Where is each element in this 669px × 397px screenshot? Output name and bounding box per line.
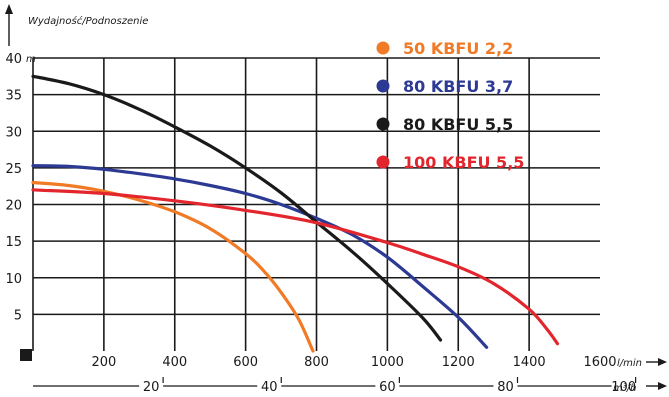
x-tick-label: 400 — [162, 355, 187, 370]
tick-labels: 5 10 15 20 25 30 35 40 m 200 400 600 800 1000 1200 1400… — [5, 52, 642, 395]
series-line-1 — [31, 180, 315, 353]
x-unit-label: l/min — [617, 358, 642, 369]
x2-axis-arrow-icon — [658, 382, 667, 390]
x-tick-label: 800 — [304, 355, 329, 370]
legend-marker-4 — [376, 155, 390, 169]
y-unit-label: m — [26, 54, 36, 65]
series-line-2 — [31, 164, 489, 349]
y-tick-label: 40 — [5, 52, 22, 67]
x-tick-label: 1400 — [513, 355, 546, 370]
legend-marker-2 — [376, 79, 390, 93]
x-tick-label: 200 — [91, 355, 116, 370]
legend-label-4: 100 KBFU 5,5 — [403, 153, 524, 172]
x-tick-label: 1600 — [583, 355, 616, 370]
x2-tick-label: 40 — [261, 380, 278, 395]
x-tick-label: 600 — [233, 355, 258, 370]
legend-marker-1 — [376, 41, 390, 55]
y-tick-label: 30 — [5, 125, 22, 140]
legend-label-1: 50 KBFU 2,2 — [403, 39, 513, 58]
grid — [32, 57, 600, 351]
y-tick-label: 35 — [5, 89, 22, 104]
origin-square-icon — [20, 349, 32, 361]
x2-tick-label: 20 — [143, 380, 160, 395]
series-line-4 — [31, 188, 560, 346]
x2-tick-label: 100 — [611, 380, 636, 395]
x2-tick-label: 60 — [379, 380, 396, 395]
x-tick-label: 1000 — [371, 355, 404, 370]
y-axis-title: Wydajność/Podnoszenie — [28, 15, 148, 27]
x2-unit-label: m³/h — [613, 383, 636, 394]
y-tick-label: 15 — [5, 235, 22, 250]
legend-label-3: 80 KBFU 5,5 — [403, 115, 513, 134]
x2-tick-label: 80 — [497, 380, 514, 395]
x-axis-arrow-icon — [658, 358, 667, 366]
y-axis-arrow-icon — [5, 4, 13, 14]
curves — [31, 74, 560, 353]
axes — [5, 4, 667, 390]
legend: 50 KBFU 2,2 80 KBFU 3,7 80 KBFU 5,5 100 KBF… — [376, 39, 524, 172]
series-line-3 — [31, 74, 443, 342]
legend-marker-3 — [376, 117, 390, 131]
y-tick-label: 25 — [5, 162, 22, 177]
legend-label-2: 80 KBFU 3,7 — [403, 77, 513, 96]
x-tick-label: 1200 — [442, 355, 475, 370]
y-tick-label: 20 — [5, 199, 22, 214]
y-tick-label: 5 — [14, 308, 22, 323]
y-tick-label: 10 — [5, 272, 22, 287]
